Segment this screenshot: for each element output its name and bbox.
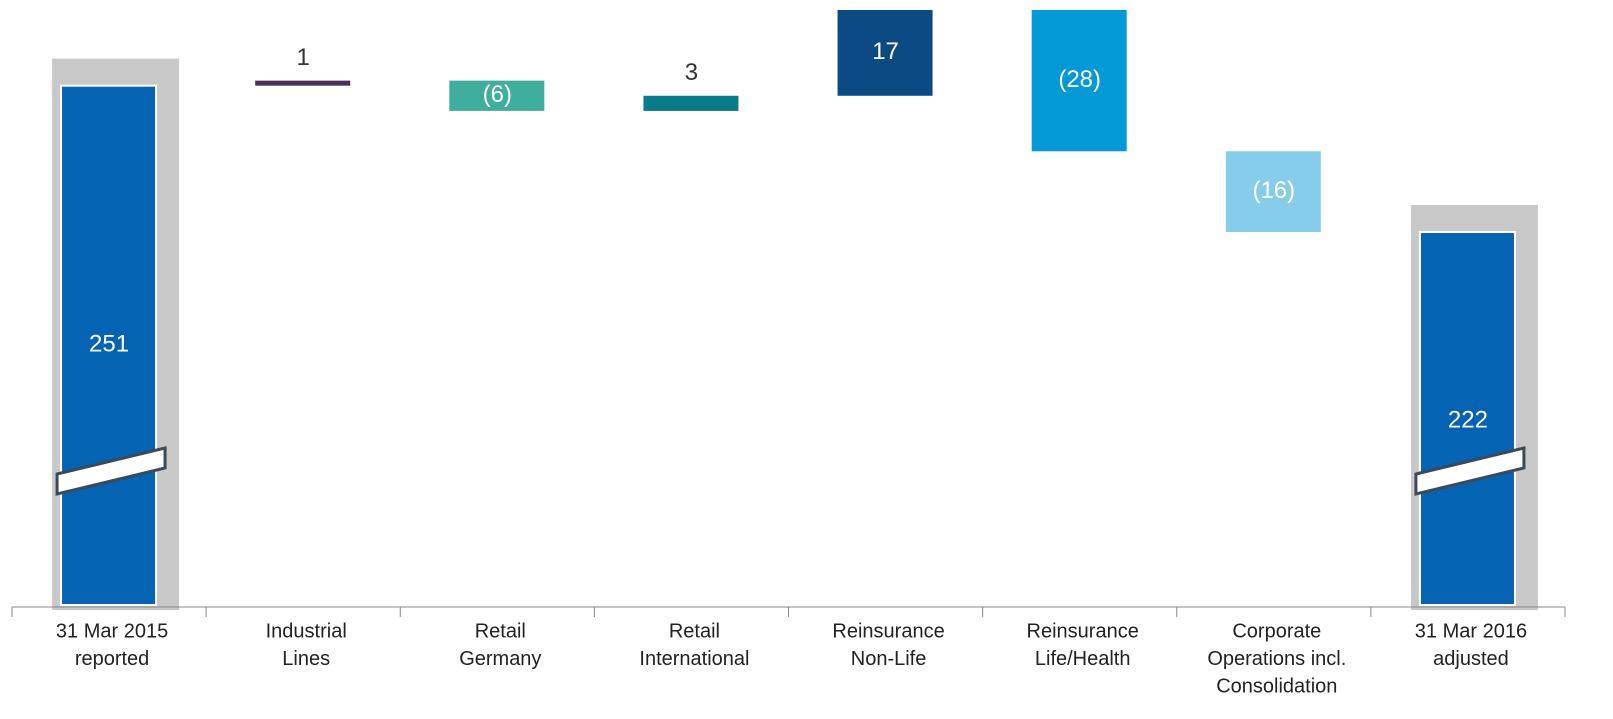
axis-break	[55, 446, 167, 496]
bar	[1225, 151, 1321, 232]
x-tick-label: Industrial	[266, 620, 347, 642]
bar	[60, 84, 158, 606]
bar	[643, 95, 739, 111]
x-tick-label: Operations incl.	[1207, 648, 1346, 670]
x-tick-label: International	[639, 648, 749, 670]
value-label: (6)	[483, 81, 512, 108]
bar	[1418, 231, 1516, 606]
x-tick-label: 31 Mar 2016	[1415, 620, 1527, 642]
x-tick-label: Corporate	[1232, 620, 1321, 642]
bar	[837, 10, 933, 96]
value-label: 251	[89, 330, 129, 357]
value-label: (16)	[1252, 177, 1295, 204]
bar	[449, 80, 545, 111]
bar	[1031, 10, 1127, 152]
x-tick-label: Consolidation	[1216, 675, 1337, 697]
value-label: 1	[297, 44, 310, 71]
x-tick-label: Life/Health	[1035, 648, 1131, 670]
bar	[255, 80, 351, 86]
x-tick-label: adjusted	[1433, 648, 1509, 670]
x-tick-label: Reinsurance	[832, 620, 944, 642]
x-tick-label: Non-Life	[851, 648, 927, 670]
value-label: 17	[872, 38, 899, 65]
axis-break	[1414, 446, 1526, 496]
value-label: (28)	[1058, 66, 1101, 93]
x-tick-label: Retail	[669, 620, 720, 642]
x-tick-label: Reinsurance	[1027, 620, 1139, 642]
x-tick-label: Lines	[282, 648, 330, 670]
x-tick-label: 31 Mar 2015	[56, 620, 168, 642]
value-label: 3	[685, 59, 698, 86]
x-tick-label: reported	[75, 648, 150, 670]
x-tick-label: Retail	[475, 620, 526, 642]
value-label: 222	[1448, 406, 1488, 433]
x-tick-label: Germany	[459, 648, 541, 670]
